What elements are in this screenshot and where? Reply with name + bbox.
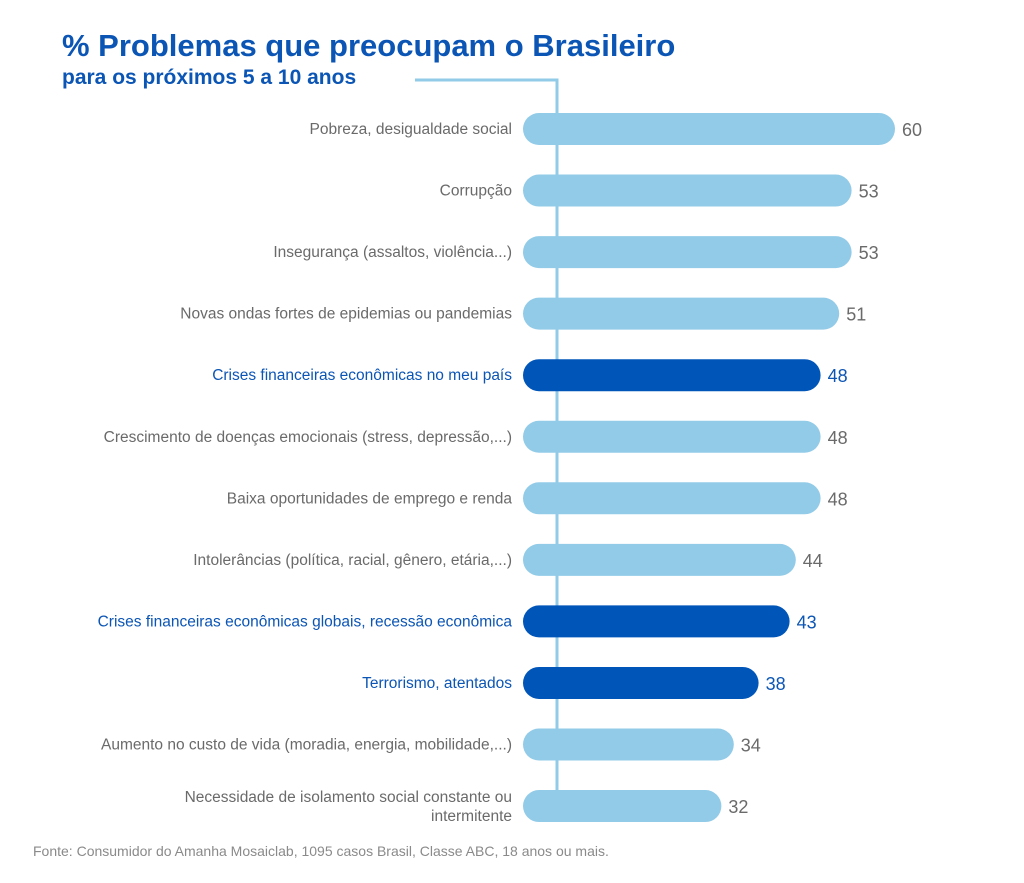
source-note: Fonte: Consumidor do Amanha Mosaiclab, 1…	[33, 843, 609, 859]
bar	[523, 605, 790, 638]
category-label: Baixa oportunidades de emprego e renda	[227, 490, 513, 507]
bar	[523, 728, 734, 761]
value-label: 48	[828, 428, 848, 448]
bar	[523, 174, 852, 207]
category-label: Crises financeiras econômicas no meu paí…	[212, 367, 512, 384]
category-label: Crises financeiras econômicas globais, r…	[98, 613, 513, 630]
value-label: 48	[828, 489, 848, 509]
bar	[523, 359, 821, 392]
category-label: Terrorismo, atentados	[362, 675, 512, 692]
value-label: 60	[902, 120, 922, 140]
category-label: Intolerâncias (política, racial, gênero,…	[193, 552, 512, 569]
value-label: 48	[828, 366, 848, 386]
value-label: 51	[846, 305, 866, 325]
category-label: Insegurança (assaltos, violência...)	[273, 244, 512, 261]
value-label: 44	[803, 551, 823, 571]
bar	[523, 790, 722, 823]
category-label: Novas ondas fortes de epidemias ou pande…	[180, 306, 512, 323]
bar	[523, 236, 852, 269]
bar	[523, 113, 895, 145]
category-label: Necessidade de isolamento social constan…	[185, 789, 512, 825]
category-label: Corrupção	[440, 183, 512, 200]
value-label: 53	[859, 243, 879, 263]
bar	[523, 543, 796, 576]
chart-title: % Problemas que preocupam o Brasileiro	[62, 28, 676, 63]
bar	[523, 420, 821, 453]
chart-subtitle: para os próximos 5 a 10 anos	[62, 66, 357, 89]
value-label: 32	[728, 797, 748, 817]
value-label: 43	[797, 612, 817, 632]
category-label: Crescimento de doenças emocionais (stres…	[104, 429, 512, 446]
category-label: Aumento no custo de vida (moradia, energ…	[101, 737, 512, 754]
bar	[523, 482, 821, 515]
category-label: Pobreza, desigualdade social	[310, 121, 513, 138]
value-label: 34	[741, 736, 761, 756]
bar	[523, 666, 759, 699]
bar	[523, 297, 840, 330]
value-label: 38	[766, 674, 786, 694]
value-label: 53	[859, 182, 879, 202]
